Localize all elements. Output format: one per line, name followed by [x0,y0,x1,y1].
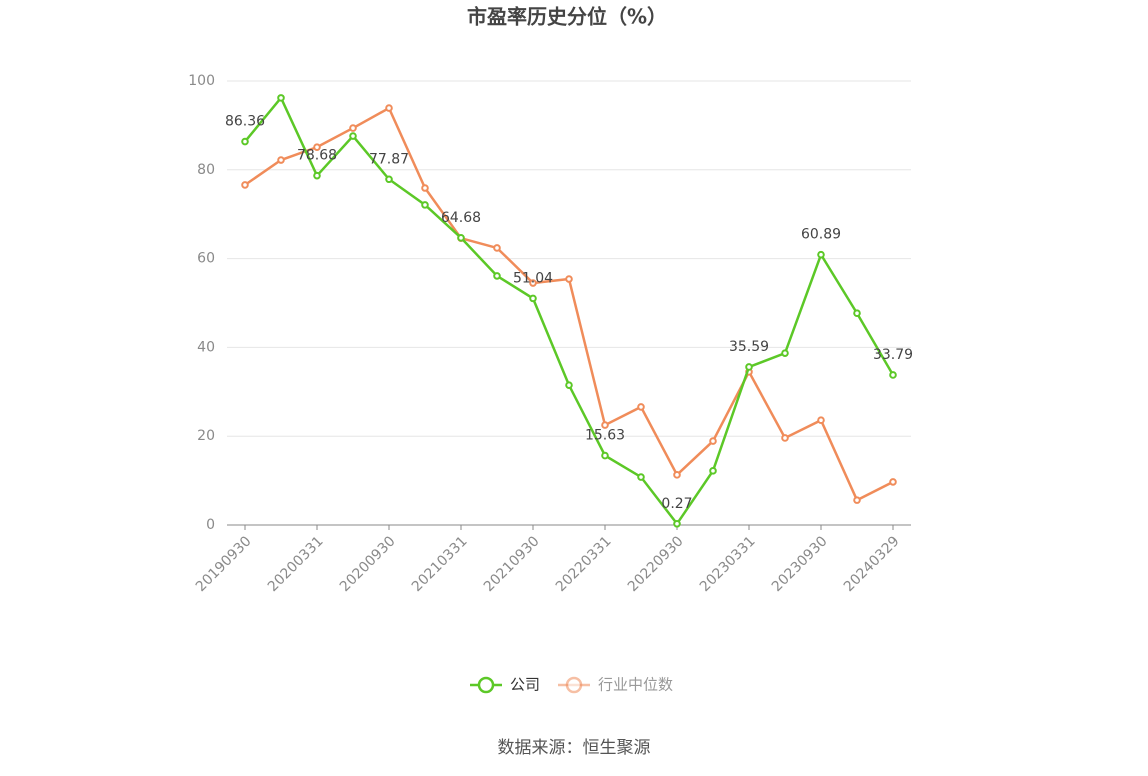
point [709,437,717,445]
x-tick-label: 20230930 [769,533,831,595]
point [673,520,681,528]
x-tick-label: 20220930 [625,533,687,595]
point [673,471,681,479]
y-tick-label: 0 [206,517,215,533]
point [457,234,465,242]
x-tick-label: 20190930 [193,533,255,595]
point [817,250,825,259]
source: 数据来源：恒生聚源 [498,738,651,758]
x-tick-label: 20220331 [553,533,615,595]
point [349,132,357,140]
point [889,478,897,486]
x-tick-label: 20200331 [265,533,327,595]
data-label: 51.04 [513,270,553,286]
point [313,171,321,180]
point [493,244,501,252]
legend-item[interactable]: 公司 [470,676,540,694]
x-tick-label: 20230331 [697,533,759,595]
point [421,201,429,209]
data-label: 86.36 [225,114,265,130]
legend-label: 行业中位数 [598,676,673,694]
data-label: 77.87 [369,151,409,167]
point [637,473,645,481]
point [709,467,717,475]
data-label: 78.68 [297,148,337,164]
point [241,181,249,189]
x-tick-label: 20210930 [481,533,543,595]
point [781,434,789,442]
x-tick-label: 20240329 [841,533,903,595]
point [529,294,537,303]
point [637,403,645,411]
point [277,94,285,102]
y-tick-label: 100 [188,73,215,89]
series-line [244,95,895,526]
x-tick-label: 20210331 [409,533,471,595]
point [493,272,501,280]
data-label: 33.79 [873,347,913,363]
point [853,309,861,318]
legend-item[interactable]: 行业中位数 [558,676,673,694]
data-label: 35.59 [729,339,769,355]
point [817,416,825,425]
series-line [244,106,894,502]
point [529,279,537,287]
x-tick-label: 20200930 [337,533,399,595]
point [385,104,393,112]
point [349,124,357,132]
data-label: 15.63 [585,428,625,444]
chart-title: 市盈率历史分位（%） [467,5,667,29]
legend-marker [477,676,495,694]
point [241,137,249,146]
legend-label: 公司 [510,676,540,694]
point [277,156,285,164]
point [889,371,897,379]
data-label: 64.68 [441,210,481,226]
legend-marker [565,676,583,694]
y-tick-label: 20 [197,428,215,444]
y-tick-label: 60 [197,251,215,267]
point [853,496,861,504]
point [313,143,321,151]
y-tick-label: 80 [197,162,215,178]
point [601,451,609,460]
data-label: 60.89 [801,227,841,243]
point [745,363,753,371]
data-label: 0.27 [661,496,692,512]
point [385,175,393,184]
point [565,381,573,389]
point [565,275,573,283]
point [421,184,429,192]
point [781,349,789,357]
point [601,421,609,429]
y-tick-label: 40 [197,339,215,355]
